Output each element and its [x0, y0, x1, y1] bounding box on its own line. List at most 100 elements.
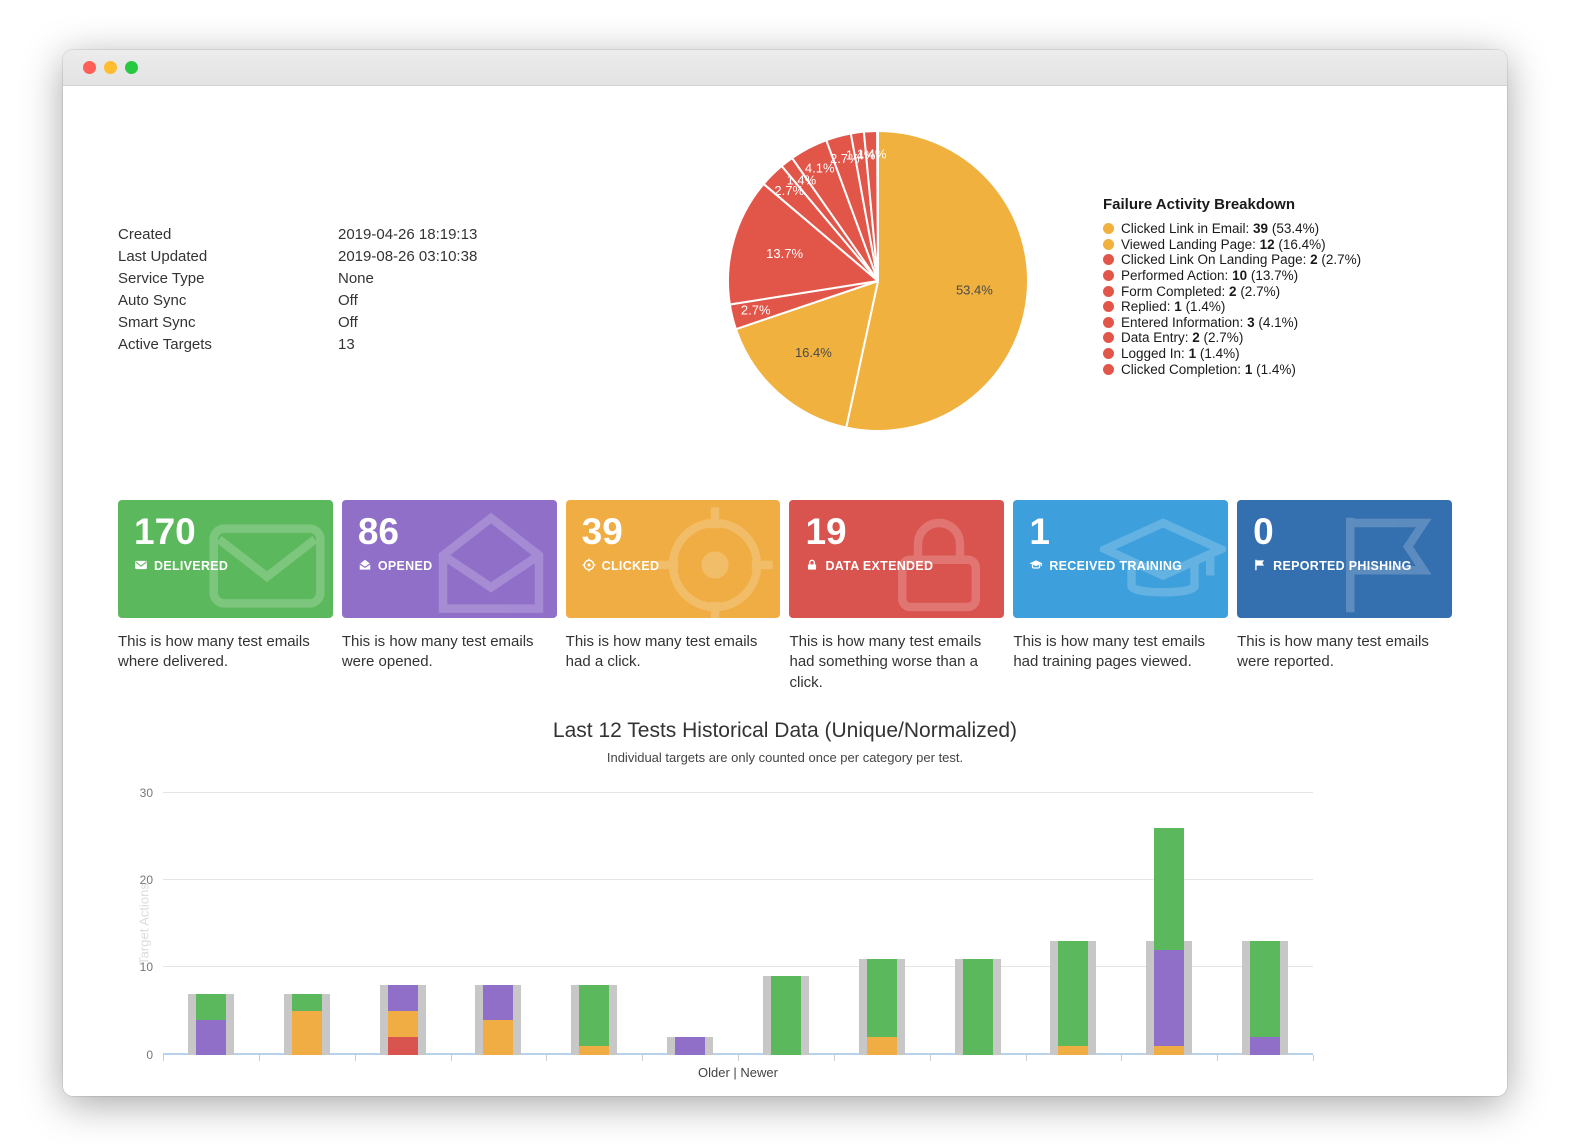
- pie-slice-label: 4.1%: [805, 161, 835, 176]
- stacked-bar: [483, 984, 514, 1055]
- y-axis-tick-label: 30: [139, 785, 153, 800]
- opened-count: 86: [357, 511, 399, 552]
- flag-icon: [1324, 502, 1450, 618]
- y-axis-tick-label: 0: [146, 1047, 153, 1062]
- bar-group[interactable]: [1217, 793, 1313, 1055]
- legend-dot-icon: [1103, 316, 1114, 328]
- stacked-bar: [387, 984, 418, 1055]
- bar-group[interactable]: [163, 793, 259, 1055]
- data-extended-count: 19: [805, 511, 847, 552]
- x-axis-tick: [163, 1054, 164, 1061]
- bar-group[interactable]: [450, 793, 546, 1055]
- dashboard-content: Created 2019-04-26 18:19:13 Last Updated 20…: [63, 86, 1507, 1080]
- bar-group[interactable]: [642, 793, 738, 1055]
- delivered-bar-segment: [291, 993, 322, 1012]
- legend-text: Replied: 1 (1.4%): [1121, 299, 1226, 315]
- crosshair-icon: [582, 558, 596, 575]
- x-axis-tick: [929, 1054, 931, 1061]
- x-axis-tick: [642, 1054, 644, 1061]
- bar-group[interactable]: [738, 793, 834, 1055]
- stat-card-reported-phishing: 0 REPORTED PHISHING: [1237, 500, 1452, 618]
- pie-slice-label: 53.4%: [956, 283, 993, 298]
- legend-item: Entered Information: 3 (4.1%): [1103, 315, 1448, 331]
- x-axis-tick: [450, 1054, 452, 1061]
- bar-group[interactable]: [1121, 793, 1217, 1055]
- bar-plot[interactable]: Target Actions 0 10 20 30: [136, 786, 1314, 1062]
- legend-dot-icon: [1103, 270, 1114, 282]
- x-axis-tick: [258, 1054, 260, 1061]
- pie-slice-label: 2.7%: [830, 151, 860, 166]
- stat-cards-row: 170 DELIVERED 86 OPENED: [63, 500, 1507, 618]
- legend-text: Clicked Completion: 1 (1.4%): [1121, 361, 1296, 377]
- minimize-button[interactable]: [104, 61, 117, 74]
- historical-chart-section: Last 12 Tests Historical Data (Unique/No…: [63, 717, 1507, 1080]
- stat-card-received-training: 1 RECEIVED TRAINING: [1013, 500, 1229, 618]
- legend-text: Clicked Link in Email: 39 (53.4%): [1121, 221, 1320, 237]
- bar-group[interactable]: [930, 793, 1026, 1055]
- crosshair-icon: [652, 502, 778, 618]
- clicked-bar-segment: [579, 1046, 610, 1055]
- clicked-bar-segment: [483, 1019, 514, 1055]
- legend-item: Clicked Link in Email: 39 (53.4%): [1103, 221, 1448, 237]
- pie-slice-performed-action[interactable]: [727, 182, 879, 306]
- pie-legend: Failure Activity Breakdown Clicked Link …: [1103, 196, 1448, 377]
- lock-icon: [805, 558, 819, 575]
- failure-pie-chart[interactable]: 53.4% 16.4% 2.7% 13.7% 2.7% 1.4% 4.1% 2.7% 1.4% 1…: [723, 126, 1033, 436]
- pie-slice-label: 2.7%: [774, 183, 804, 198]
- opened-label: OPENED: [377, 559, 433, 574]
- legend-item: Viewed Landing Page: 12 (16.4%): [1103, 237, 1448, 253]
- opened-bar-segment: [195, 1019, 226, 1055]
- meta-label: Last Updated: [118, 248, 208, 265]
- legend-dot-icon: [1103, 348, 1114, 360]
- delivered-bar-segment: [962, 958, 993, 1055]
- meta-label: Active Targets: [118, 336, 212, 353]
- legend-text: Performed Action: 10 (13.7%): [1121, 268, 1299, 284]
- pie-slice-clicked-completion[interactable]: [862, 130, 879, 282]
- legend-text: Clicked Link On Landing Page: 2 (2.7%): [1121, 252, 1362, 268]
- pie-legend-items: Clicked Link in Email: 39 (53.4%) Viewed …: [1103, 221, 1448, 377]
- stat-card-data-extended: 19 DATA EXTENDED: [789, 500, 1005, 618]
- data-extended-label: DATA EXTENDED: [825, 559, 934, 574]
- x-axis-tick: [1313, 1054, 1314, 1061]
- gridline: [163, 791, 1313, 793]
- campaign-metadata: Created 2019-04-26 18:19:13 Last Updated 20…: [118, 224, 477, 356]
- close-button[interactable]: [83, 61, 96, 74]
- legend-item: Replied: 1 (1.4%): [1103, 299, 1448, 315]
- meta-label: Auto Sync: [118, 292, 187, 309]
- legend-dot-icon: [1103, 223, 1114, 235]
- bar-group[interactable]: [834, 793, 930, 1055]
- window-titlebar: [63, 50, 1507, 86]
- gridline: [163, 1052, 1313, 1055]
- meta-value: 2019-04-26 18:19:13: [338, 226, 478, 243]
- legend-text: Viewed Landing Page: 12 (16.4%): [1121, 236, 1326, 252]
- opened-bar-segment: [1250, 1037, 1281, 1055]
- stacked-bar: [962, 958, 993, 1055]
- stat-card-descriptions: This is how many test emails where deliv…: [63, 632, 1507, 693]
- received-training-description: This is how many test emails had trainin…: [1013, 633, 1206, 671]
- bar-group[interactable]: [259, 793, 355, 1055]
- meta-label: Service Type: [118, 270, 205, 287]
- envelope-icon: [134, 558, 148, 575]
- x-axis-tick: [833, 1054, 835, 1061]
- opened-bar-segment: [483, 984, 514, 1020]
- opened-description: This is how many test emails were opened…: [341, 633, 534, 671]
- clicked-bar-segment: [866, 1037, 897, 1055]
- bar-chart-subtitle: Individual targets are only counted once…: [606, 749, 964, 765]
- meta-row: Auto Sync Off: [118, 290, 477, 312]
- stacked-bar: [866, 958, 897, 1055]
- bar-group[interactable]: [546, 793, 642, 1055]
- clicked-description: This is how many test emails had a click…: [565, 633, 758, 671]
- clicked-bar-segment: [1154, 1046, 1185, 1055]
- stacked-bar: [1154, 827, 1185, 1055]
- x-axis-label: Older | Newer: [698, 1064, 778, 1080]
- bar-group[interactable]: [355, 793, 451, 1055]
- flag-icon: [1253, 558, 1267, 575]
- bar-group[interactable]: [1025, 793, 1121, 1055]
- y-axis-tick-label: 10: [139, 960, 153, 975]
- legend-item: Form Completed: 2 (2.7%): [1103, 283, 1448, 299]
- legend-text: Logged In: 1 (1.4%): [1121, 346, 1240, 362]
- pie-slice-label: 16.4%: [795, 345, 832, 360]
- summary-section: Created 2019-04-26 18:19:13 Last Updated 20…: [63, 86, 1507, 500]
- pie-slice-clicked-link-in-email[interactable]: [845, 130, 1029, 432]
- zoom-button[interactable]: [125, 61, 138, 74]
